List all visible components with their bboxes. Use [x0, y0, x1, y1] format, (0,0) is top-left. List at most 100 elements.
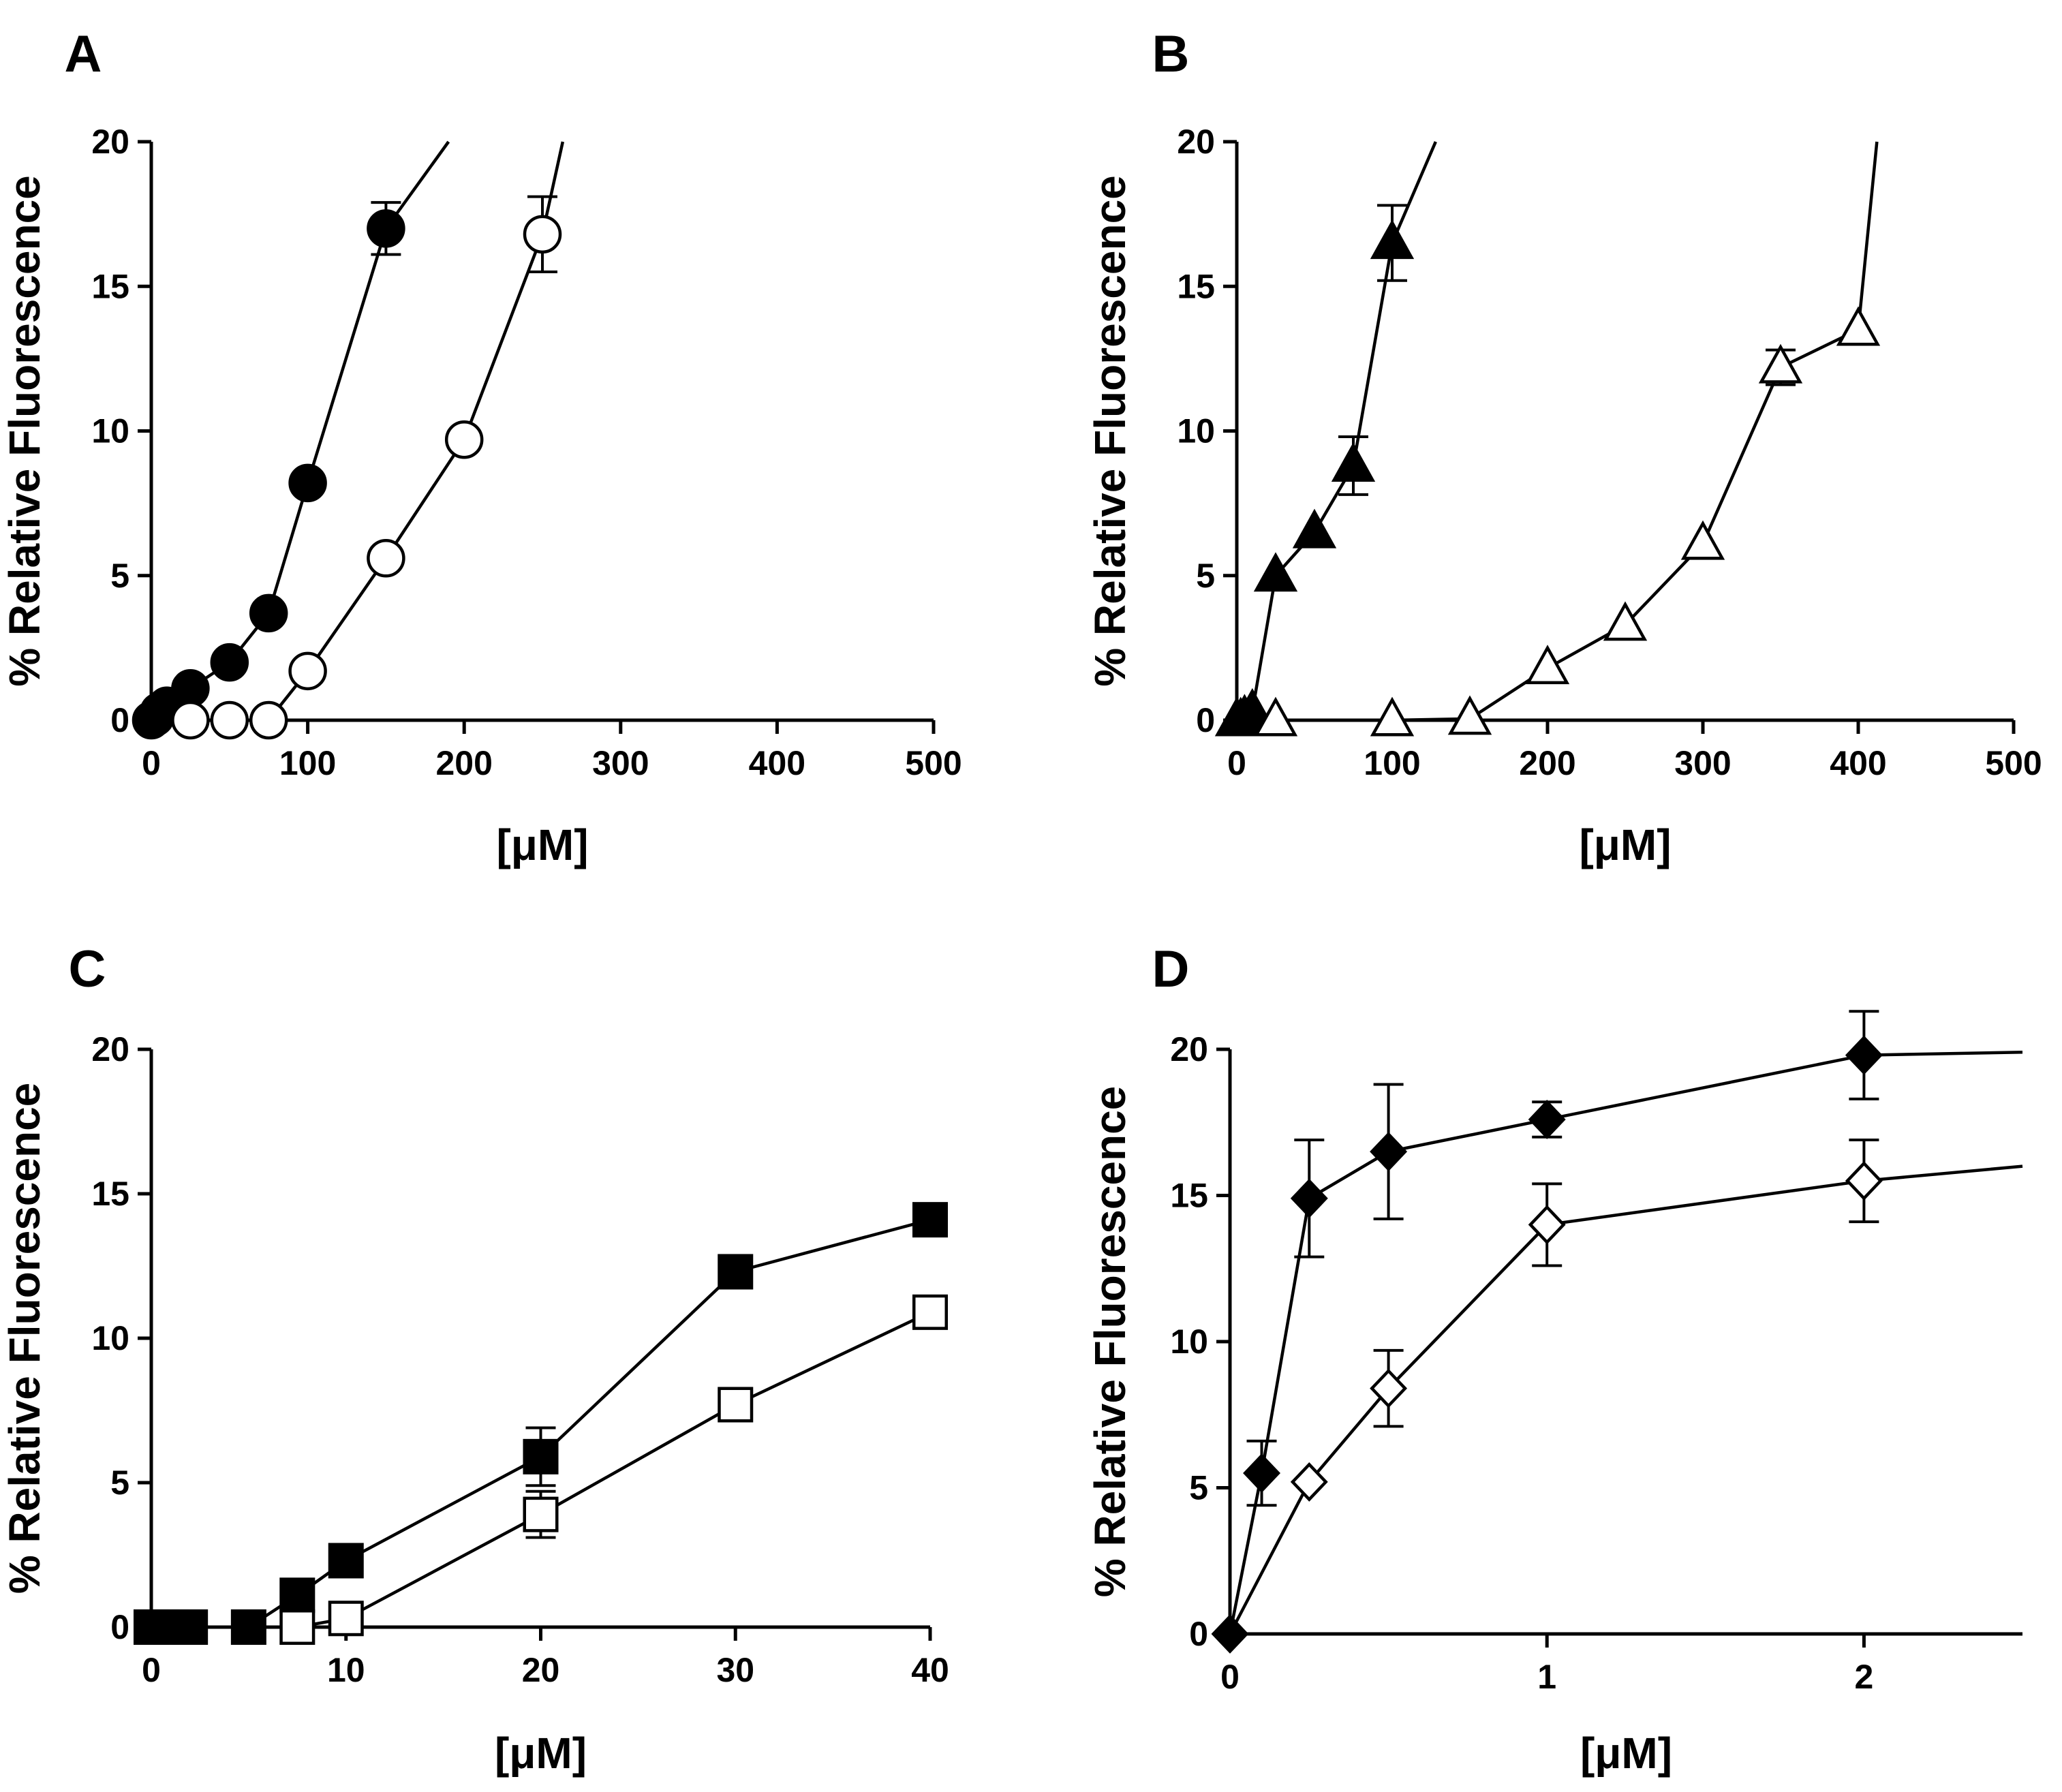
x-axis-title: [μM]: [496, 820, 588, 869]
series-filled-square: [133, 1202, 949, 1646]
y-tick-label: 15: [1177, 267, 1215, 305]
series-filled-triangle: [1214, 141, 1437, 737]
x-axis-title: [μM]: [495, 1729, 587, 1778]
data-point: [1331, 442, 1376, 482]
x-tick-label: 2: [1854, 1658, 1873, 1696]
y-axis-title: % Relative Fluorescence: [0, 1083, 49, 1594]
y-tick-label: 10: [1170, 1323, 1208, 1361]
x-tick-label: 100: [279, 744, 336, 782]
x-tick-label: 100: [1364, 744, 1420, 782]
x-tick-label: 300: [592, 744, 649, 782]
series-line: [1229, 1164, 2023, 1635]
x-tick-label: 200: [1519, 744, 1575, 782]
data-point: [912, 1202, 949, 1238]
data-point: [279, 1577, 316, 1613]
panel-d: D 0 5 10 15 20 0 1 2 % Relative Fluorescence [μM]: [1086, 940, 2023, 1778]
x-tick-label: 400: [749, 744, 805, 782]
data-point: [1370, 696, 1415, 737]
panel-letter: D: [1152, 940, 1190, 998]
x-axis-title: [μM]: [1580, 1729, 1672, 1778]
data-point: [1845, 1035, 1883, 1075]
x-tick-label: 0: [1227, 744, 1246, 782]
y-tick-label: 0: [110, 1608, 129, 1646]
data-point: [523, 1496, 559, 1532]
series-open-circle: [171, 141, 565, 740]
data-point: [1253, 696, 1298, 737]
panel-letter: A: [65, 25, 102, 83]
x-tick-label: 10: [327, 1651, 365, 1689]
data-point: [1253, 552, 1298, 592]
data-point: [1680, 520, 1725, 560]
y-axis-title: % Relative Fluorescence: [1086, 175, 1135, 687]
series-line: [1237, 141, 1437, 722]
y-tick-label: 0: [110, 701, 129, 739]
y-tick-label: 10: [91, 1319, 129, 1357]
data-point: [523, 1438, 559, 1474]
x-tick-label: 30: [716, 1651, 754, 1689]
data-point: [1290, 1178, 1328, 1218]
data-point: [288, 651, 327, 691]
data-point: [444, 420, 484, 459]
data-point: [1528, 1205, 1566, 1245]
series-line: [151, 1218, 931, 1629]
data-point: [1370, 1132, 1408, 1172]
x-tick-label: 0: [142, 744, 161, 782]
series-filled-circle: [132, 140, 450, 740]
data-point: [367, 539, 405, 578]
x-tick-label: 1: [1537, 1658, 1556, 1696]
data-point: [210, 643, 249, 682]
data-point: [1292, 508, 1337, 549]
data-point: [1603, 601, 1648, 641]
data-point: [171, 700, 210, 740]
data-point: [1845, 1161, 1883, 1201]
y-tick-label: 5: [110, 557, 129, 595]
series-open-triangle: [1253, 141, 1881, 737]
series-open-diamond: [1229, 1138, 2023, 1635]
panel-letter: C: [69, 940, 106, 998]
data-point: [1243, 1453, 1280, 1493]
data-point: [1525, 645, 1570, 685]
data-point: [523, 215, 562, 254]
data-point: [328, 1543, 364, 1579]
y-tick-label: 0: [1189, 1615, 1208, 1653]
y-tick-label: 20: [1170, 1030, 1208, 1068]
data-point: [1370, 219, 1415, 260]
data-point: [718, 1387, 754, 1423]
y-tick-label: 5: [110, 1464, 129, 1502]
x-tick-label: 300: [1674, 744, 1731, 782]
data-point: [230, 1609, 266, 1646]
y-tick-label: 15: [91, 1175, 129, 1213]
y-tick-label: 15: [1170, 1177, 1208, 1215]
data-point: [1836, 306, 1881, 346]
data-point: [1370, 1368, 1408, 1408]
data-point: [171, 669, 210, 708]
y-tick-label: 5: [1189, 1469, 1208, 1507]
y-tick-label: 10: [91, 412, 129, 450]
series-line: [1276, 141, 1879, 722]
data-point: [1230, 688, 1274, 728]
x-tick-label: 400: [1830, 744, 1886, 782]
data-point: [288, 463, 327, 503]
data-point: [172, 1609, 209, 1646]
series-open-square: [279, 1294, 949, 1646]
data-point: [1528, 1100, 1566, 1139]
data-point: [328, 1601, 364, 1637]
data-point: [912, 1294, 949, 1330]
panel-c: C 0 5 10 15 20 0 10 20 30 40 % Relative Fluorescenc…: [0, 940, 949, 1778]
series-line: [1228, 1051, 2023, 1635]
x-tick-label: 0: [1220, 1658, 1240, 1696]
x-tick-label: 0: [142, 1651, 161, 1689]
data-point: [279, 1609, 316, 1646]
data-point: [367, 209, 405, 248]
x-tick-label: 20: [522, 1651, 560, 1689]
x-tick-label: 500: [1985, 744, 2042, 782]
data-point: [1290, 1462, 1328, 1502]
y-tick-label: 20: [91, 1030, 129, 1068]
y-tick-label: 5: [1196, 557, 1215, 595]
y-axis-title: % Relative Fluorescence: [0, 175, 49, 687]
y-tick-label: 10: [1177, 412, 1215, 450]
series-filled-diamond: [1211, 1010, 2023, 1654]
